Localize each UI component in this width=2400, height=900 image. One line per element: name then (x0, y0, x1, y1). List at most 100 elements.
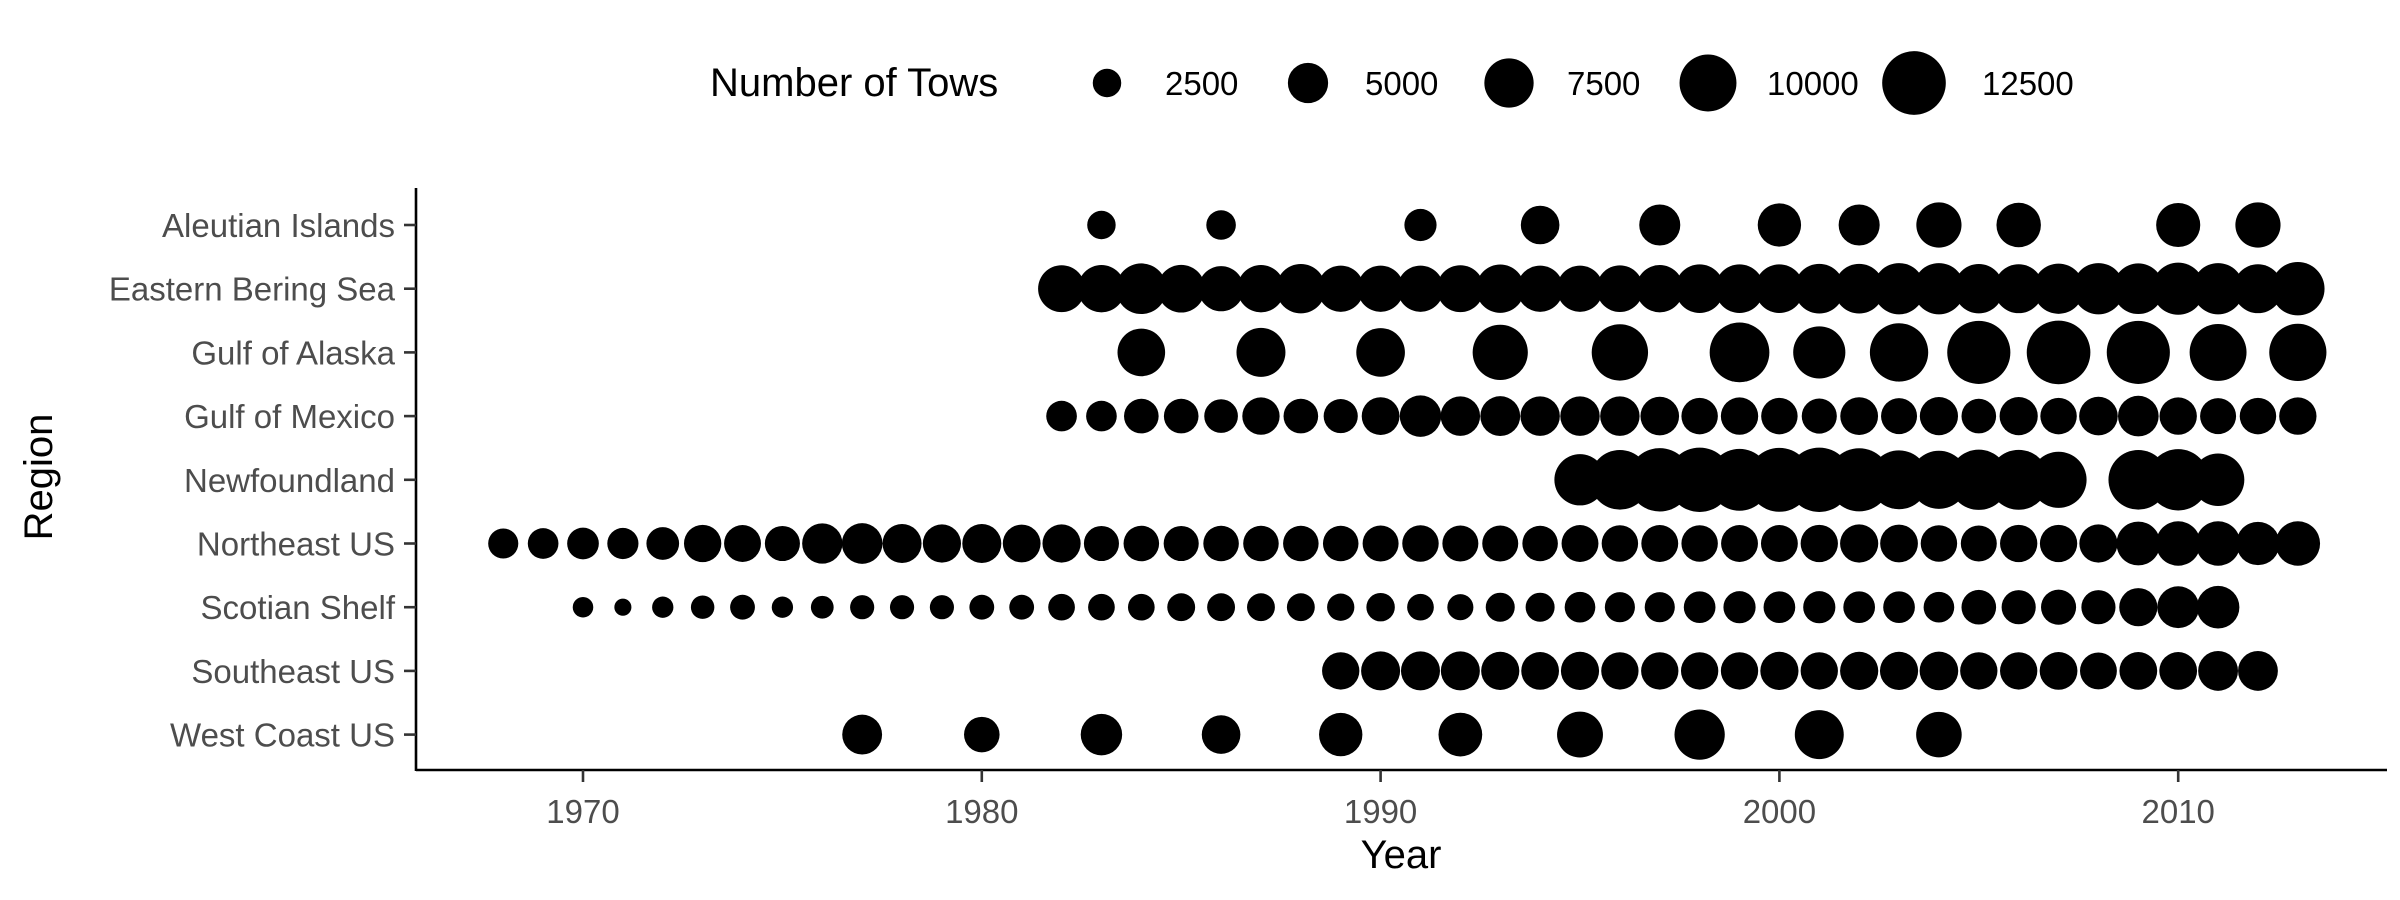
data-point (765, 526, 800, 561)
data-point (2079, 397, 2118, 436)
legend-key (1882, 51, 1946, 115)
data-point (1009, 595, 1034, 620)
data-point (1203, 526, 1239, 562)
data-point (2192, 454, 2244, 506)
data-point (1167, 593, 1195, 621)
data-point (1438, 713, 1482, 757)
y-axis: Aleutian IslandsEastern Bering SeaGulf o… (109, 207, 416, 754)
data-point (1046, 401, 1077, 432)
data-point (1795, 710, 1844, 759)
data-point (1407, 594, 1434, 621)
data-point (1562, 525, 1599, 562)
data-point (2160, 397, 2197, 434)
y-tick-label: Newfoundland (184, 462, 395, 499)
data-point (1565, 592, 1596, 623)
data-point (1801, 525, 1838, 562)
data-point (1480, 396, 1520, 436)
data-point (1086, 401, 1117, 432)
y-tick-label: Southeast US (191, 653, 395, 690)
legend-label: 2500 (1165, 65, 1238, 102)
data-point (1916, 712, 1962, 758)
y-tick-label: West Coast US (170, 717, 395, 754)
data-point (1961, 526, 1997, 562)
data-point (1961, 590, 1996, 625)
data-point (1723, 591, 1755, 623)
data-point (2240, 398, 2276, 434)
data-point (1164, 526, 1199, 561)
data-point (1839, 204, 1880, 245)
data-point (1447, 594, 1473, 620)
data-point (2198, 651, 2238, 691)
data-point (730, 595, 755, 620)
data-point (2190, 324, 2247, 381)
data-point (1243, 526, 1279, 562)
data-point (811, 596, 834, 619)
data-point (1128, 594, 1155, 621)
data-point (2269, 324, 2326, 381)
data-point (1087, 211, 1115, 239)
data-point (1639, 204, 1680, 245)
x-tick-label: 1970 (546, 793, 619, 830)
data-point (1710, 323, 1770, 383)
data-point (1947, 321, 2010, 384)
data-point (1473, 325, 1528, 380)
data-point (1803, 591, 1835, 623)
data-point (1920, 397, 1958, 435)
data-point (1721, 397, 1758, 434)
data-point (1242, 397, 1279, 434)
data-point (1327, 594, 1354, 621)
data-point (1764, 591, 1796, 623)
data-point (2081, 590, 2115, 624)
data-point (1042, 524, 1080, 562)
data-point (1761, 525, 1798, 562)
legend-key (1484, 58, 1533, 107)
data-point (1641, 525, 1678, 562)
data-point (1602, 525, 1638, 561)
data-point (1441, 396, 1480, 435)
data-point (1236, 328, 1285, 377)
legend: Number of Tows 2500 5000 7500 10000 12500 (710, 51, 2074, 115)
data-point (1319, 713, 1362, 756)
data-point (1363, 526, 1399, 562)
data-point (1681, 525, 1717, 561)
data-point (1247, 593, 1275, 621)
data-point (1517, 266, 1563, 312)
data-point (1592, 324, 1648, 380)
data-point (1522, 526, 1558, 562)
data-point (1961, 399, 1996, 434)
data-point (1920, 652, 1959, 691)
data-points (488, 202, 2326, 759)
data-point (1164, 399, 1199, 434)
data-point (1048, 594, 1075, 621)
data-point (842, 715, 882, 755)
data-point (890, 595, 914, 619)
data-point (2196, 521, 2240, 565)
data-point (2279, 397, 2316, 434)
data-point (2271, 262, 2324, 315)
y-tick-label: Northeast US (197, 526, 395, 563)
data-point (2000, 397, 2038, 435)
data-point (1204, 399, 1238, 433)
data-point (2157, 586, 2199, 628)
data-point (883, 524, 922, 563)
data-point (1441, 651, 1480, 690)
data-point (646, 527, 679, 560)
x-axis-title: Year (1361, 833, 1442, 877)
legend-label: 7500 (1567, 65, 1640, 102)
data-point (2116, 522, 2160, 566)
y-tick-label: Gulf of Mexico (184, 398, 395, 435)
data-point (1482, 526, 1518, 562)
data-point (1840, 397, 1878, 435)
legend-key (1288, 63, 1328, 103)
data-point (1758, 203, 1801, 246)
data-point (1357, 266, 1403, 312)
data-point (2119, 588, 2157, 626)
legend-key (1093, 69, 1121, 97)
data-point (1124, 399, 1159, 434)
data-point (1681, 652, 1718, 689)
data-point (567, 528, 599, 560)
legend-label: 10000 (1767, 65, 1859, 102)
data-point (962, 524, 1001, 563)
data-point (1284, 399, 1319, 434)
data-point (1081, 714, 1122, 755)
